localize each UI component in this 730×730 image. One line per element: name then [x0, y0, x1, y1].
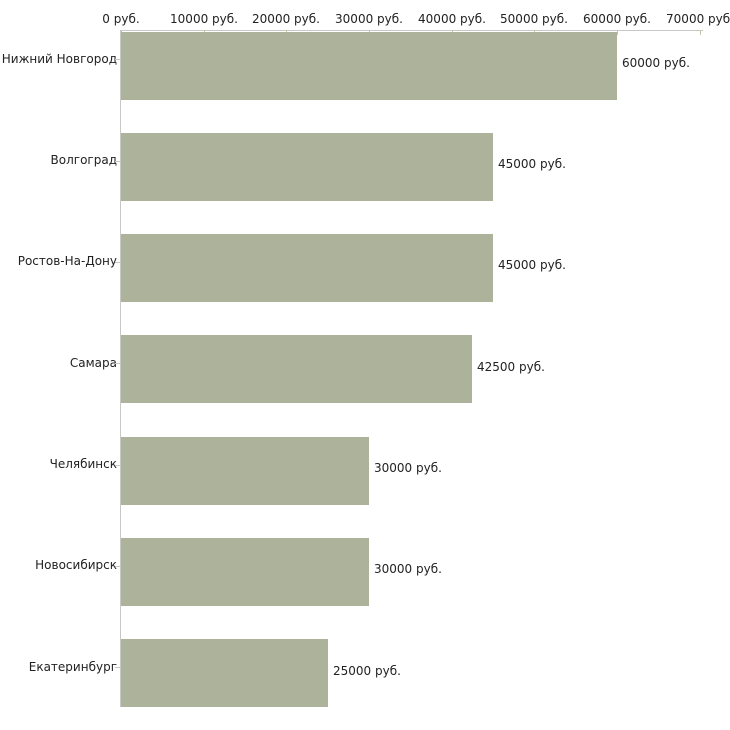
x-axis-tick-label: 30000 руб. — [335, 12, 403, 26]
y-axis-tick — [115, 262, 120, 263]
bar — [121, 234, 493, 302]
bar — [121, 639, 328, 707]
x-axis-tick-label: 40000 руб. — [418, 12, 486, 26]
value-label: 42500 руб. — [477, 360, 545, 374]
bar — [121, 538, 369, 606]
y-axis-tick — [115, 161, 120, 162]
category-label: Челябинск — [49, 457, 117, 471]
x-axis-tick-label: 0 руб. — [102, 12, 140, 26]
bar — [121, 335, 472, 403]
y-axis-tick — [115, 59, 120, 60]
category-label: Новосибирск — [35, 558, 117, 572]
bar — [121, 437, 369, 505]
value-label: 45000 руб. — [498, 258, 566, 272]
y-axis-tick — [115, 566, 120, 567]
value-label: 60000 руб. — [622, 56, 690, 70]
value-label: 25000 руб. — [333, 664, 401, 678]
y-axis-tick — [115, 363, 120, 364]
bar — [121, 133, 493, 201]
x-axis-tick-label: 20000 руб. — [252, 12, 320, 26]
value-label: 45000 руб. — [498, 157, 566, 171]
x-axis-tick — [617, 30, 618, 35]
category-label: Ростов-На-Дону — [17, 254, 117, 268]
x-axis-tick-label: 70000 руб. — [666, 12, 730, 26]
category-label: Екатеринбург — [28, 660, 117, 674]
bar — [121, 32, 617, 100]
y-axis-tick — [115, 667, 120, 668]
category-label: Самара — [69, 356, 117, 370]
value-label: 30000 руб. — [374, 461, 442, 475]
category-label: Волгоград — [50, 153, 117, 167]
y-axis-line — [120, 30, 121, 707]
category-label: Нижний Новгород — [1, 52, 117, 66]
x-axis-line — [121, 30, 703, 31]
x-axis-tick-label: 50000 руб. — [500, 12, 568, 26]
x-axis-tick-label: 60000 руб. — [583, 12, 651, 26]
y-axis-tick — [115, 465, 120, 466]
x-axis-tick-label: 10000 руб. — [170, 12, 238, 26]
value-label: 30000 руб. — [374, 562, 442, 576]
x-axis-tick — [700, 30, 701, 35]
